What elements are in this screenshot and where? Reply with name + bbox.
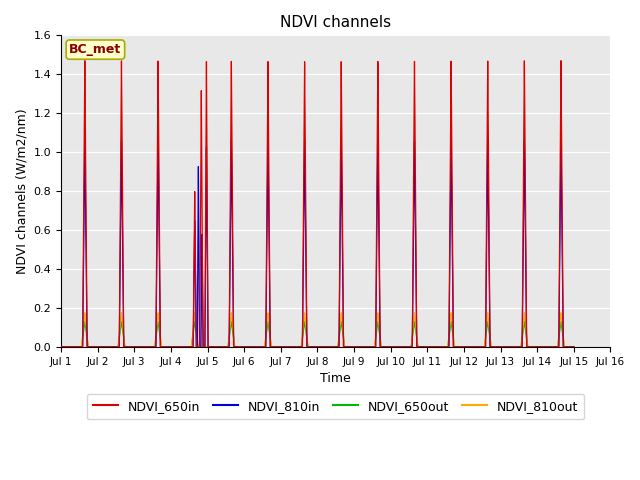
Text: BC_met: BC_met (69, 43, 122, 56)
Y-axis label: NDVI channels (W/m2/nm): NDVI channels (W/m2/nm) (15, 108, 28, 274)
Title: NDVI channels: NDVI channels (280, 15, 391, 30)
Legend: NDVI_650in, NDVI_810in, NDVI_650out, NDVI_810out: NDVI_650in, NDVI_810in, NDVI_650out, NDV… (87, 394, 584, 419)
X-axis label: Time: Time (321, 372, 351, 385)
